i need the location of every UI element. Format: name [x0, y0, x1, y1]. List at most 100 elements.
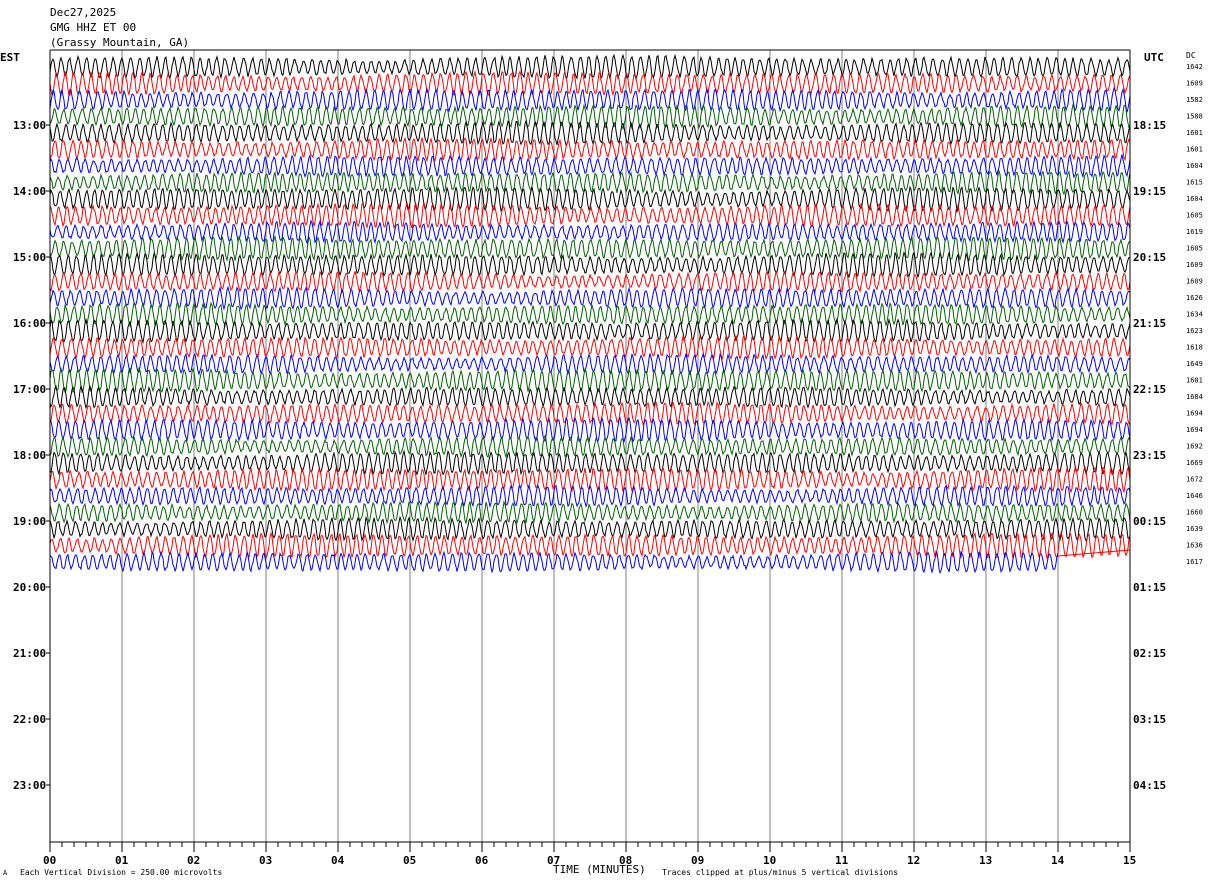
utc-hour-label: 03:15 [1133, 713, 1166, 726]
seismic-trace-2 [49, 70, 1131, 98]
utc-hour-label: 04:15 [1133, 779, 1166, 792]
header-location: (Grassy Mountain, GA) [50, 36, 189, 49]
dc-offset-label: 1660 [1186, 509, 1203, 517]
x-tick-label: 03 [259, 854, 272, 867]
seismic-trace-28 [49, 500, 1131, 525]
utc-hour-labels: 18:15 19:15 20:15 21:15 22:15 23:15 00:15 01:15… [1133, 119, 1166, 792]
est-axis-label: EST [0, 51, 20, 64]
seismic-trace-17 [49, 317, 1131, 345]
seismic-trace-7 [49, 153, 1131, 179]
dc-offset-label: 1609 [1186, 278, 1203, 286]
seismic-trace-22 [49, 401, 1131, 426]
x-tick-label: 15 [1123, 854, 1136, 867]
x-tick-label: 13 [979, 854, 992, 867]
est-hour-label: 14:00 [13, 185, 46, 198]
x-tick-label: 07 [547, 854, 560, 867]
seismic-trace-29 [49, 515, 1131, 543]
seismic-trace-5 [49, 119, 1131, 146]
seismic-trace-20 [49, 366, 1131, 395]
header-date: Dec27,2025 [50, 6, 116, 19]
x-tick-label: 09 [691, 854, 704, 867]
utc-hour-label: 02:15 [1133, 647, 1166, 660]
dc-offset-label: 1604 [1186, 195, 1203, 203]
dc-offset-label: 1605 [1186, 245, 1203, 253]
dc-offset-label: 1601 [1186, 146, 1203, 154]
dc-offset-label: 1619 [1186, 228, 1203, 236]
seismic-trace-1 [49, 53, 1131, 81]
utc-hour-label: 00:15 [1133, 515, 1166, 528]
seismic-trace-14 [49, 269, 1131, 294]
dc-offset-label: 1634 [1186, 311, 1203, 319]
dc-label: DC [1186, 51, 1196, 60]
seismic-trace-18 [49, 333, 1131, 361]
seismic-trace-21 [49, 384, 1131, 410]
x-tick-label: 08 [619, 854, 632, 867]
dc-offset-label: 1684 [1186, 393, 1203, 401]
utc-hour-label: 21:15 [1133, 317, 1166, 330]
seismic-trace-15 [49, 285, 1131, 311]
seismic-trace-10 [49, 200, 1131, 230]
dc-offset-label: 1618 [1186, 344, 1203, 352]
dc-offset-label: 1681 [1186, 377, 1203, 385]
dc-offset-label: 1601 [1186, 129, 1203, 137]
x-tick-label: 00 [43, 854, 56, 867]
utc-hour-label: 20:15 [1133, 251, 1166, 264]
est-hour-labels: 13:00 14:00 15:00 16:00 17:00 18:00 19:00 20:00… [13, 119, 50, 792]
dc-offset-label: 1626 [1186, 294, 1203, 302]
dc-offset-label: 1605 [1186, 212, 1203, 220]
utc-hour-label: 18:15 [1133, 119, 1166, 132]
est-hour-label: 20:00 [13, 581, 46, 594]
est-hour-label: 13:00 [13, 119, 46, 132]
seismic-trace-25 [49, 449, 1131, 476]
seismic-traces [49, 53, 1131, 575]
x-tick-label: 01 [115, 854, 129, 867]
dc-offset-label: 1636 [1186, 542, 1203, 550]
est-hour-label: 17:00 [13, 383, 46, 396]
x-tick-label: 05 [403, 854, 416, 867]
seismic-trace-6 [49, 136, 1131, 163]
seismic-trace-31 [49, 550, 1059, 575]
seismic-trace-19 [49, 352, 1131, 376]
x-tick-label: 12 [907, 854, 920, 867]
dc-offset-label: 1615 [1186, 179, 1203, 187]
dc-offset-label: 1639 [1186, 525, 1203, 533]
utc-axis-label: UTC [1144, 51, 1164, 64]
dc-offset-label: 1582 [1186, 96, 1203, 104]
dc-offset-label: 1617 [1186, 558, 1203, 566]
header-station: GMG HHZ ET 00 [50, 21, 136, 34]
dc-offset-label: 1694 [1186, 426, 1203, 434]
dc-offset-label: 1623 [1186, 327, 1203, 335]
dc-offset-label: 1646 [1186, 492, 1203, 500]
seismic-trace-4 [49, 102, 1131, 131]
grid-lines [121, 50, 1059, 842]
est-hour-label: 23:00 [13, 779, 46, 792]
dc-offset-labels: 1642 1609 1582 1588 1601 1601 1604 1615 1604 1605… [1186, 63, 1203, 566]
seismic-trace-23 [49, 416, 1131, 444]
dc-offset-label: 1609 [1186, 80, 1203, 88]
est-hour-label: 22:00 [13, 713, 46, 726]
dc-offset-label: 1672 [1186, 476, 1203, 484]
est-hour-label: 16:00 [13, 317, 46, 330]
est-hour-label: 18:00 [13, 449, 46, 462]
scale-note: Each Vertical Division = 250.00 microvol… [20, 868, 222, 877]
trace-tail [1057, 549, 1131, 557]
seismic-trace-16 [49, 301, 1131, 328]
utc-hour-label: 19:15 [1133, 185, 1166, 198]
x-tick-label: 04 [331, 854, 345, 867]
dc-offset-label: 1642 [1186, 63, 1203, 71]
dc-offset-label: 1669 [1186, 459, 1203, 467]
clip-note: Traces clipped at plus/minus 5 vertical … [662, 868, 898, 877]
x-tick-label: 02 [187, 854, 200, 867]
x-tick-label: 06 [475, 854, 489, 867]
dc-offset-label: 1588 [1186, 113, 1203, 121]
x-axis-title: TIME (MINUTES) [553, 863, 646, 876]
seismic-trace-13 [49, 250, 1130, 279]
dc-offset-label: 1649 [1186, 360, 1203, 368]
x-tick-label: 14 [1051, 854, 1065, 867]
dc-offset-label: 1692 [1186, 443, 1203, 451]
seismic-trace-3 [49, 86, 1131, 113]
seismic-trace-9 [49, 185, 1131, 214]
utc-hour-label: 22:15 [1133, 383, 1166, 396]
est-hour-label: 19:00 [13, 515, 46, 528]
x-tick-label: 11 [835, 854, 849, 867]
